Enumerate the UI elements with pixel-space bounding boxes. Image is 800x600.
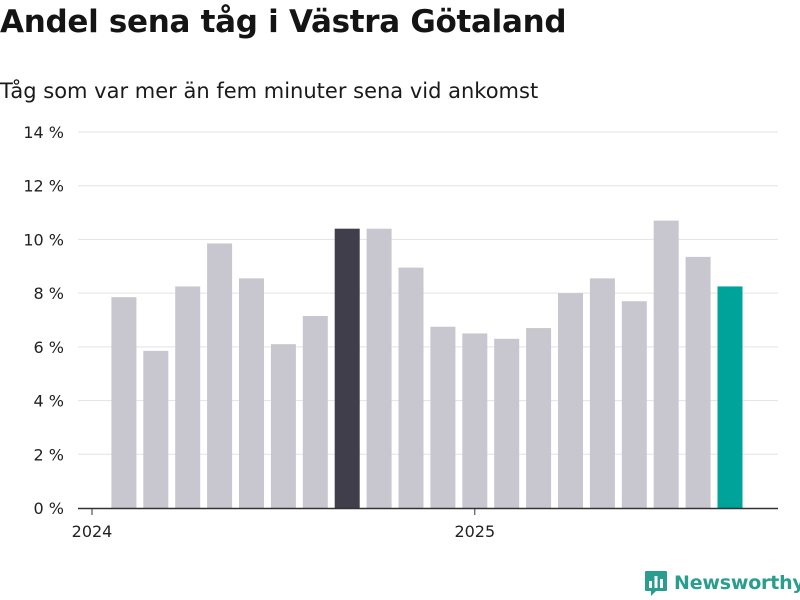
- bar-2024-10: [366, 228, 392, 508]
- newsworthy-logo-icon: [645, 570, 667, 596]
- bar-2024-12: [430, 326, 456, 508]
- bar-2024-04: [175, 286, 201, 508]
- y-tick-label: 4 %: [34, 392, 64, 411]
- x-tick-label: 2024: [72, 522, 113, 541]
- brand-name: Newsworthy: [674, 572, 800, 594]
- y-tick-label: 0 %: [34, 499, 64, 518]
- bar-2024-06: [239, 278, 264, 508]
- bar-2025-02: [494, 338, 520, 508]
- bar-2024-03: [143, 350, 169, 508]
- chart-title: Andel sena tåg i Västra Götaland: [0, 4, 567, 40]
- bar-chart: 0 % 2 % 4 % 6 % 8 % 10 % 12 % 14 % 2024 2025: [23, 123, 778, 541]
- bar-2025-07: [653, 220, 679, 508]
- bar-2025-04: [558, 293, 583, 508]
- x-tick-label: 2025: [454, 522, 495, 541]
- y-axis-ticks: 0 % 2 % 4 % 6 % 8 % 10 % 12 % 14 %: [23, 123, 64, 518]
- chart-subtitle: Tåg som var mer än fem minuter sena vid …: [0, 79, 539, 103]
- y-tick-label: 2 %: [34, 445, 64, 464]
- bar-2025-06: [621, 301, 647, 508]
- bar-2025-05: [589, 278, 615, 508]
- bar-2024-05: [207, 243, 233, 508]
- y-tick-label: 12 %: [23, 177, 64, 196]
- bar-2024-07: [270, 344, 296, 508]
- bar-2024-08: [302, 315, 328, 508]
- y-tick-label: 10 %: [23, 230, 64, 249]
- bar-2025-09: [717, 286, 743, 508]
- bars: [111, 220, 743, 508]
- bar-2024-09: [334, 228, 360, 508]
- y-tick-label: 6 %: [34, 338, 64, 357]
- x-axis-ticks: 2024 2025: [72, 508, 495, 541]
- bar-2025-08: [685, 256, 711, 508]
- bar-2025-03: [526, 328, 552, 508]
- brand-logo: Newsworthy: [644, 568, 800, 598]
- bar-2024-11: [398, 267, 424, 508]
- bar-2025-01: [462, 333, 488, 508]
- y-tick-label: 14 %: [23, 123, 64, 142]
- y-tick-label: 8 %: [34, 284, 64, 303]
- bar-2024-02: [111, 297, 137, 508]
